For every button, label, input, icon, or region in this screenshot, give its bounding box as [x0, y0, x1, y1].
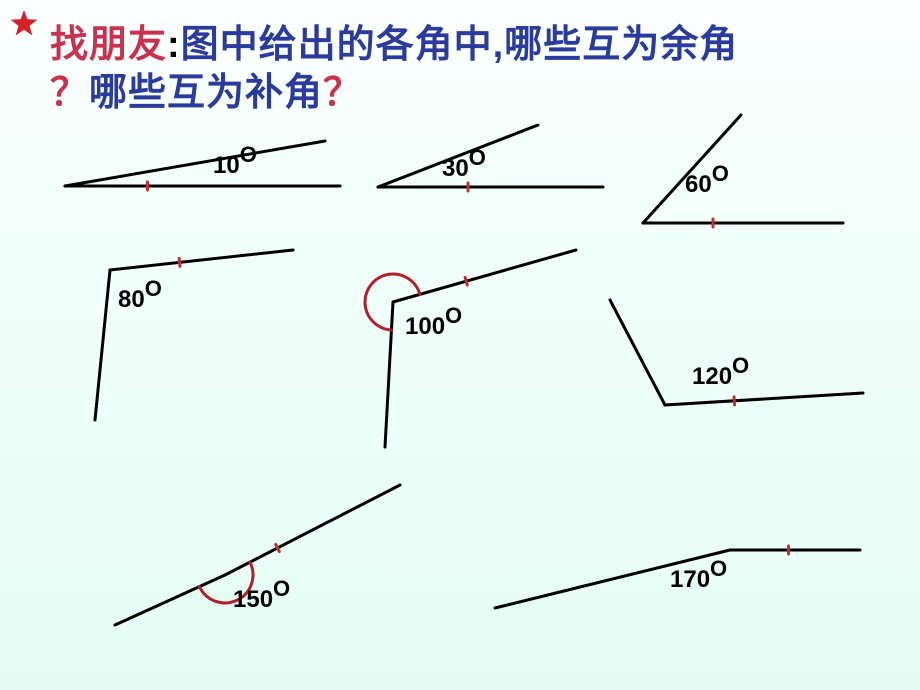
angle-value: 10 — [213, 152, 240, 179]
degree-symbol: O — [445, 303, 462, 328]
angle-rays-a10 — [55, 138, 355, 198]
angle-label-a120: 120O — [692, 355, 749, 391]
angle-value: 100 — [405, 313, 445, 340]
degree-symbol: O — [710, 556, 727, 581]
angle-a150: 150O — [115, 470, 415, 630]
angle-value: 80 — [118, 286, 145, 313]
angle-value: 150 — [233, 586, 273, 613]
degree-symbol: O — [469, 145, 486, 170]
angle-rays-a80 — [80, 250, 300, 425]
angle-a30: 30O — [360, 125, 610, 200]
degree-symbol: O — [273, 576, 290, 601]
title-find: 找朋友 — [50, 24, 167, 66]
title-body2: 哪些互为补角 — [89, 72, 323, 114]
page-title: 找朋友:图中给出的各角中,哪些互为余角 ？哪些互为补角？ — [50, 22, 880, 117]
angle-a120: 120O — [610, 300, 870, 430]
angle-rays-a60 — [625, 115, 855, 235]
angle-value: 30 — [442, 155, 469, 182]
angle-label-a10: 10O — [213, 144, 257, 180]
degree-symbol: O — [145, 276, 162, 301]
angle-a170: 170O — [495, 530, 865, 620]
angle-label-a80: 80O — [118, 278, 162, 314]
degree-symbol: O — [240, 142, 257, 167]
title-colon: : — [167, 24, 181, 66]
angle-value: 120 — [692, 363, 732, 390]
degree-symbol: O — [732, 353, 749, 378]
angle-value: 60 — [685, 171, 712, 198]
angle-label-a30: 30O — [442, 147, 486, 183]
angle-label-a150: 150O — [233, 578, 290, 614]
angle-a100: 100O — [345, 250, 585, 450]
title-q1: ？ — [50, 72, 89, 114]
angle-label-a60: 60O — [685, 163, 729, 199]
title-body1: 图中给出的各角中,哪些互为余角 — [181, 24, 739, 66]
angle-value: 170 — [670, 566, 710, 593]
angle-rays-a100 — [345, 250, 585, 450]
degree-symbol: O — [712, 161, 729, 186]
angle-label-a100: 100O — [405, 305, 462, 341]
star-icon — [8, 8, 40, 45]
angle-label-a170: 170O — [670, 558, 727, 594]
angle-a10: 10O — [55, 138, 355, 198]
angle-a60: 60O — [625, 115, 855, 235]
angle-a80: 80O — [80, 250, 300, 425]
title-q2: ？ — [323, 72, 362, 114]
